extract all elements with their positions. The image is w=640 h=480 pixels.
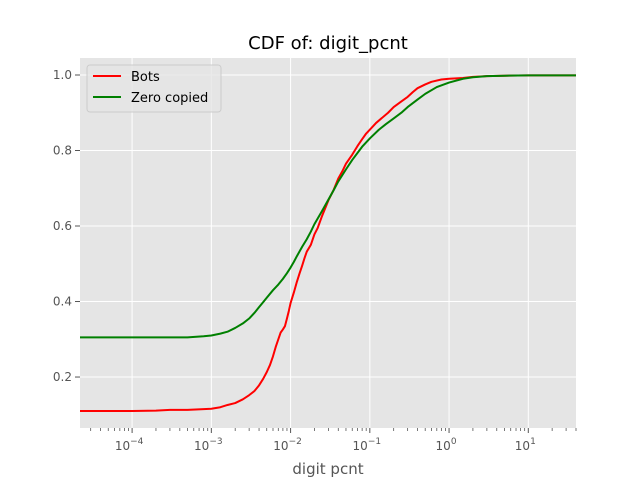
legend: Bots Zero copied: [86, 64, 222, 113]
legend-label-bots: Bots: [131, 70, 160, 85]
plot-area: [80, 58, 576, 428]
x-tick-label: 10−1: [353, 437, 382, 453]
x-tick-label: 101: [515, 437, 536, 453]
x-axis-label: digit pcnt: [292, 460, 363, 478]
x-tick-label: 10−3: [194, 437, 223, 453]
x-axis-ticks: 10−4 10−3 10−2 10−1 100 101: [90, 428, 577, 453]
x-tick-label: 10−4: [115, 437, 144, 453]
x-tick-label: 10−2: [273, 437, 302, 453]
y-tick-label: 0.6: [53, 219, 72, 233]
y-tick-label: 1.0: [53, 68, 72, 82]
series-layer: [80, 74, 576, 413]
y-tick-label: 0.4: [53, 295, 72, 309]
legend-label-zero-copied: Zero copied: [131, 91, 208, 106]
y-tick-label: 0.8: [53, 144, 72, 158]
series-line-zero-copied: [80, 74, 576, 339]
series-line-bots: [80, 74, 576, 413]
chart-title: CDF of: digit_pcnt: [248, 33, 408, 54]
y-tick-label: 0.2: [53, 370, 72, 384]
x-tick-label: 100: [436, 437, 457, 453]
y-axis-ticks: 0.2 0.4 0.6 0.8 1.0: [53, 68, 80, 384]
